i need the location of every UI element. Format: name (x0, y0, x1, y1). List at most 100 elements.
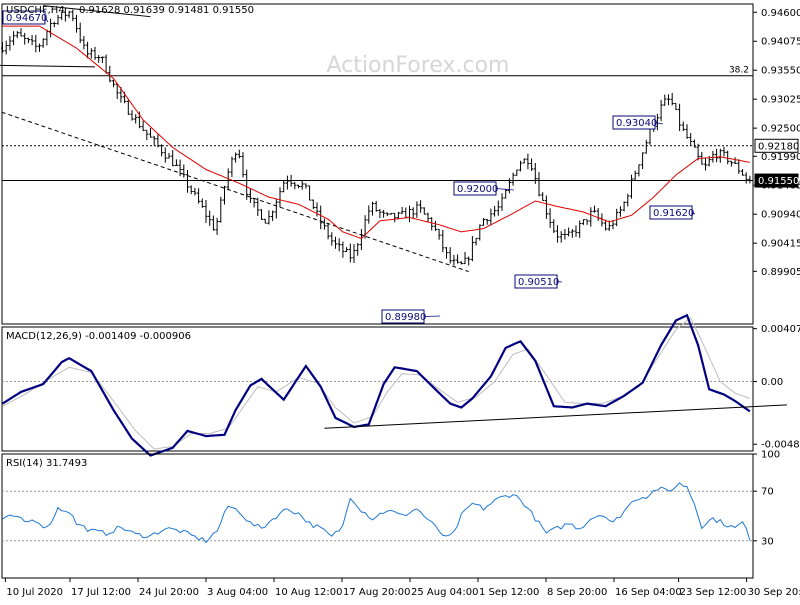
macd-trendline (324, 404, 787, 429)
ohlc-bar (689, 132, 693, 146)
ohlc-bar (404, 207, 408, 218)
ohlc-bar (163, 147, 167, 163)
ohlc-bar (696, 143, 700, 161)
ohlc-bar (670, 92, 674, 106)
ohlc-bar (637, 164, 641, 177)
ohlc-bar (74, 14, 79, 33)
ohlc-bar (692, 139, 696, 148)
ohlc-bar (300, 180, 304, 190)
ohlc-bar (111, 79, 116, 88)
ohlc-bar (134, 114, 138, 124)
ohlc-bar (618, 206, 622, 217)
ohlc-bar (530, 158, 534, 172)
ohlc-bar (63, 7, 67, 22)
ohlc-bar (0, 42, 5, 53)
ohlc-bar (452, 254, 456, 266)
ohlc-bar (644, 139, 648, 154)
swing-label-text: 0.92000 (457, 184, 498, 195)
ohlc-bar (282, 180, 286, 193)
ohlc-bar (726, 150, 730, 165)
ohlc-bar (411, 207, 415, 219)
ohlc-bar (345, 247, 349, 252)
ohlc-bar (319, 205, 323, 230)
ohlc-bar (633, 170, 637, 180)
price-tag-text: 0.91550 (758, 176, 799, 187)
price-panel-title: USDCHF,H4 (6, 5, 65, 16)
price-axis-label: 0.94075 (761, 37, 800, 48)
ohlc-bar (156, 134, 160, 148)
ohlc-bar (578, 220, 582, 238)
fib-level-label: 38.2 (729, 66, 749, 76)
ohlc-bar (526, 153, 530, 170)
ohlc-bar (544, 195, 548, 219)
ohlc-bar (367, 205, 371, 224)
ohlc-bar (448, 247, 452, 264)
ohlc-bar (197, 188, 201, 204)
ohlc-bar (378, 208, 382, 219)
ohlc-bar (278, 187, 282, 208)
ohlc-bar (493, 206, 497, 217)
ohlc-bar (326, 223, 330, 240)
ohlc-bar (522, 158, 526, 164)
swing-price-label: 0.89980 (381, 309, 441, 324)
ohlc-bar (718, 148, 722, 163)
ohlc-bar (256, 197, 260, 216)
x-axis-label: 10 Aug 12:00 (275, 587, 342, 598)
ohlc-bar (19, 28, 23, 37)
swing-label-leader (44, 17, 49, 23)
price-tag-text: 0.92180 (758, 141, 799, 152)
ohlc-bar (8, 36, 12, 51)
ohlc-bar (567, 227, 571, 237)
ohlc-bar (60, 11, 64, 21)
ohlc-bar (552, 219, 556, 234)
ohlc-bar (234, 152, 238, 163)
swing-label-leader (495, 188, 515, 191)
ohlc-bar (481, 218, 486, 226)
ohlc-bar (333, 236, 338, 249)
price-ohlc-readout: 0.91628 0.91639 0.91481 0.91550 (79, 5, 254, 16)
ohlc-bar (611, 220, 615, 230)
ohlc-bar (459, 261, 463, 265)
ohlc-bar (26, 37, 30, 44)
ohlc-bar (385, 212, 389, 217)
macd-line (1, 313, 751, 457)
ohlc-bar (211, 215, 215, 231)
ohlc-bar (34, 34, 38, 53)
price-axis-label: 0.93550 (761, 66, 800, 77)
x-axis-label: 30 Sep 20:00 (748, 587, 800, 598)
price-panel-frame (1, 3, 754, 325)
x-axis-label: 24 Jul 20:00 (139, 587, 199, 598)
ohlc-bar (474, 237, 478, 246)
rsi-axis-label: 70 (761, 487, 774, 498)
ohlc-bar (678, 103, 682, 132)
ohlc-bar (82, 35, 86, 50)
ohlc-bar (496, 200, 500, 216)
swing-label-text: 0.93040 (616, 118, 657, 129)
ohlc-bar (444, 247, 449, 259)
price-axis-label: 0.94600 (761, 8, 800, 19)
ohlc-bar (97, 54, 101, 63)
ohlc-bar (204, 199, 208, 223)
ohlc-bar (71, 9, 75, 22)
macd-panel-title: MACD(12,26,9) -0.001409 -0.000906 (6, 331, 191, 342)
ohlc-bar (126, 99, 130, 115)
swing-label-leader (654, 122, 664, 125)
ohlc-bar (596, 208, 600, 221)
price-tag-box (754, 138, 799, 153)
ohlc-bar (463, 251, 467, 265)
dashed-trendline (0, 111, 469, 273)
ohlc-bar (160, 144, 164, 157)
ohlc-bar (30, 35, 34, 46)
ohlc-bar (555, 225, 560, 243)
ohlc-bar (293, 181, 297, 190)
ohlc-bar (311, 199, 315, 210)
ohlc-bar (49, 18, 53, 38)
ohlc-bar (570, 228, 574, 238)
rsi-panel: 100 70 30 (1, 450, 780, 579)
ohlc-bar (441, 229, 445, 253)
ohlc-bar (37, 43, 42, 52)
swing-label-text: 0.89980 (385, 312, 426, 323)
ohlc-bar (589, 207, 593, 227)
ohlc-bar (171, 150, 175, 167)
ohlc-bar (108, 65, 112, 83)
